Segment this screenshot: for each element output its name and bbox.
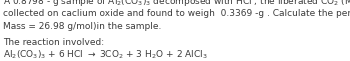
- Text: A 0.8798 - g sample of Al$_2$(CO$_3$)$_3$ decomposed with HCl ; the liberated CO: A 0.8798 - g sample of Al$_2$(CO$_3$)$_3…: [3, 0, 350, 8]
- Text: collected on caclium oxide and found to weigh  0.3369 -g . Calculate the percena: collected on caclium oxide and found to …: [3, 9, 350, 18]
- Text: Al$_2$(CO$_3$)$_3$ + 6 HCl $\rightarrow$ 3CO$_2$ + 3 H$_2$O + 2 AlCl$_3$: Al$_2$(CO$_3$)$_3$ + 6 HCl $\rightarrow$…: [3, 48, 208, 61]
- Text: Mass = 26.98 g/mol)in the sample.: Mass = 26.98 g/mol)in the sample.: [3, 22, 161, 31]
- Text: The reaction involved:: The reaction involved:: [3, 38, 104, 47]
